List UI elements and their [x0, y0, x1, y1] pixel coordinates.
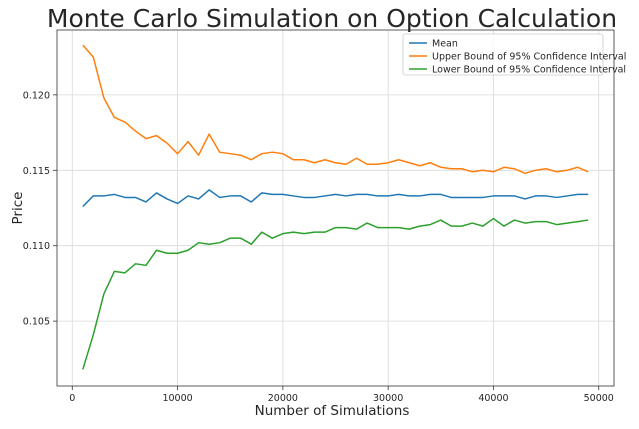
- x-tick-label: 10000: [162, 393, 192, 404]
- series-line-1: [82, 189, 589, 208]
- plot-frame: [56, 29, 615, 387]
- series-line-2: [82, 44, 589, 175]
- x-tick-label: 30000: [373, 393, 403, 404]
- x-tick-label: 0: [69, 393, 75, 404]
- y-tick-label: 0.115: [23, 166, 50, 177]
- x-tick-label: 20000: [268, 393, 298, 404]
- grid: [57, 30, 614, 386]
- y-tick-label: 0.120: [23, 90, 50, 101]
- legend-box: [402, 33, 604, 76]
- y-tick-label: 0.105: [23, 317, 50, 328]
- legend-label-1: Mean: [432, 39, 458, 50]
- series-line-3: [82, 217, 589, 370]
- legend-label-3: Lower Bound of 95% Confidence Interval: [432, 65, 626, 76]
- x-axis-label: Number of Simulations: [255, 403, 410, 419]
- ticks: 0 10000 20000 30000 40000 50000 0.105 0.110 0.11…: [23, 90, 614, 404]
- x-tick-label: 50000: [584, 393, 614, 404]
- y-tick-label: 0.110: [23, 241, 50, 252]
- x-tick-label: 40000: [478, 393, 508, 404]
- y-axis-label: Price: [10, 192, 26, 225]
- series-lines: [82, 44, 589, 370]
- legend-label-2: Upper Bound of 95% Confidence Interval: [432, 52, 626, 63]
- legend: Mean Upper Bound of 95% Confidence Interv…: [402, 33, 626, 76]
- chart-title: Monte Carlo Simulation on Option Calcula…: [47, 4, 617, 33]
